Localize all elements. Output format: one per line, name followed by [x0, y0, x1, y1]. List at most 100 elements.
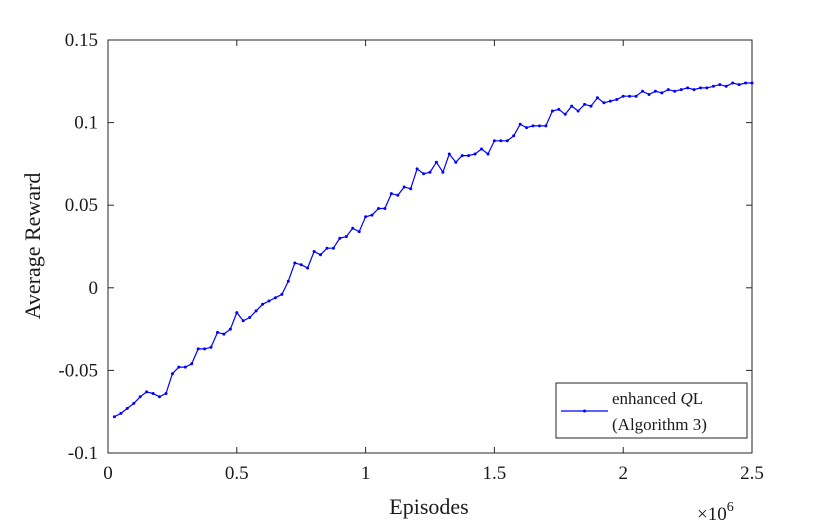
- x-tick-label: 0: [103, 463, 113, 484]
- data-point: [595, 96, 599, 100]
- data-point: [750, 81, 754, 85]
- data-point: [389, 192, 393, 196]
- data-point: [441, 170, 445, 174]
- data-point: [235, 311, 239, 315]
- data-point: [248, 316, 252, 319]
- data-point: [699, 86, 702, 90]
- data-point: [319, 253, 322, 257]
- data-point: [563, 112, 567, 116]
- data-point: [454, 160, 458, 164]
- data-point: [628, 94, 632, 98]
- x-tick-label: 2.5: [740, 463, 764, 484]
- data-point: [190, 362, 194, 366]
- data-point: [306, 266, 310, 270]
- data-point: [434, 160, 438, 164]
- legend-marker: [583, 409, 586, 413]
- data-point: [170, 372, 174, 376]
- data-point: [473, 152, 477, 156]
- y-tick-label: -0.05: [58, 360, 98, 381]
- data-point: [570, 104, 574, 108]
- data-point: [183, 365, 187, 369]
- data-point: [286, 279, 290, 283]
- data-point: [518, 122, 522, 126]
- x-axis-multiplier-exponent: 6: [727, 500, 734, 515]
- x-axis-multiplier: ×106: [697, 500, 734, 525]
- data-point: [660, 91, 664, 95]
- legend-label-line1: enhanced QL: [612, 389, 703, 408]
- data-point: [338, 236, 342, 240]
- data-point: [460, 154, 464, 158]
- x-tick-label: 1: [361, 463, 371, 484]
- data-point: [692, 88, 696, 92]
- data-point: [731, 81, 735, 85]
- y-tick-label: 0: [89, 278, 99, 299]
- data-point: [177, 365, 181, 369]
- data-point: [164, 392, 168, 395]
- data-point: [203, 347, 207, 351]
- data-point: [557, 107, 561, 111]
- tick-labels: 0 0.5 1 1.5 2 2.5 -0.1 -0.05 0 0.05 0.1 0.15: [58, 30, 763, 484]
- data-point: [544, 124, 548, 128]
- series-group: [112, 81, 754, 419]
- data-point: [364, 215, 368, 219]
- data-point: [222, 332, 226, 336]
- data-point: [125, 406, 129, 410]
- data-point: [512, 134, 516, 138]
- data-point: [589, 104, 593, 108]
- data-point: [647, 93, 651, 96]
- data-point: [467, 154, 471, 158]
- y-tick-label: 0.15: [65, 30, 98, 51]
- data-point: [402, 185, 406, 189]
- data-point: [422, 172, 426, 176]
- data-point: [216, 330, 219, 334]
- data-point: [492, 139, 496, 143]
- y-tick-label: -0.1: [68, 443, 98, 464]
- data-point: [357, 230, 361, 234]
- data-point: [280, 292, 284, 296]
- data-point: [351, 226, 355, 230]
- series-line: [114, 82, 752, 418]
- data-point: [370, 213, 374, 217]
- data-point: [415, 167, 419, 171]
- data-point: [312, 250, 316, 253]
- data-point: [344, 235, 348, 239]
- data-point: [196, 347, 200, 351]
- data-point: [634, 94, 638, 98]
- data-point: [261, 302, 265, 306]
- data-point: [119, 411, 123, 415]
- x-axis-multiplier-base: ×10: [697, 504, 727, 525]
- data-point: [737, 83, 741, 87]
- data-point: [447, 152, 451, 156]
- x-tick-label: 1.5: [483, 463, 507, 484]
- data-point: [331, 246, 335, 250]
- data-point: [525, 126, 529, 130]
- data-point: [132, 401, 136, 405]
- data-point: [505, 139, 509, 143]
- x-tick-label: 0.5: [225, 463, 249, 484]
- data-point: [299, 263, 303, 267]
- legend-label-line2: (Algorithm 3): [612, 415, 707, 434]
- data-point: [293, 261, 297, 265]
- data-point: [396, 193, 400, 197]
- data-point: [724, 84, 728, 88]
- data-point: [686, 86, 690, 90]
- data-point: [653, 89, 657, 93]
- data-point: [486, 152, 490, 156]
- data-point: [718, 83, 722, 87]
- data-point: [428, 170, 432, 174]
- data-point: [538, 124, 541, 128]
- data-point: [383, 207, 387, 210]
- y-tick-label: 0.1: [74, 113, 98, 134]
- data-point: [325, 246, 329, 250]
- data-point: [711, 84, 715, 88]
- data-point: [673, 89, 677, 93]
- data-point: [480, 147, 483, 151]
- data-point: [744, 81, 748, 85]
- y-tick-label: 0.05: [65, 195, 98, 216]
- data-point: [679, 88, 683, 92]
- data-point: [273, 296, 277, 300]
- data-point: [138, 395, 142, 399]
- data-point: [409, 187, 413, 191]
- data-point: [608, 99, 612, 103]
